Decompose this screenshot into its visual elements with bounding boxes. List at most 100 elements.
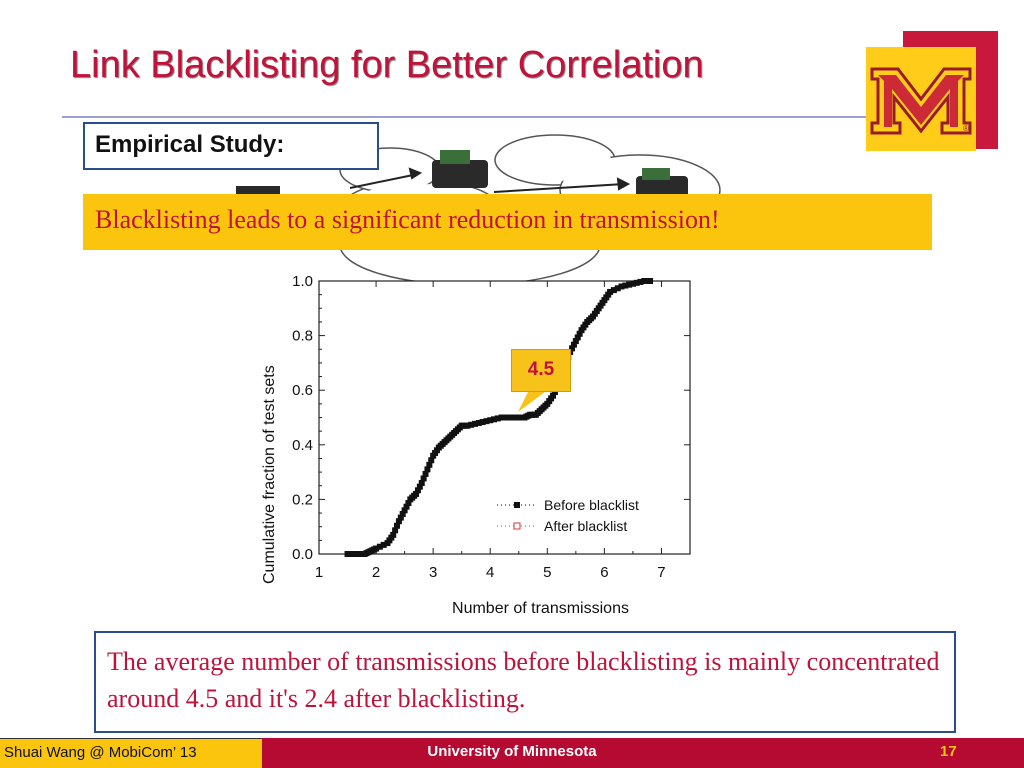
data-point-before (529, 411, 536, 418)
data-point-before (540, 404, 547, 411)
data-point-before (538, 406, 545, 413)
data-point-before (358, 551, 365, 557)
section-label-box: Empirical Study: (83, 122, 379, 170)
data-point-before (530, 411, 537, 418)
data-point-before (502, 414, 509, 421)
x-tick-label: 3 (429, 564, 437, 581)
data-point-before (542, 402, 549, 409)
value-callout: 4.5 (511, 349, 571, 392)
x-tick-label: 2 (372, 564, 380, 581)
conclusion-box: The average number of transmissions befo… (94, 631, 956, 733)
data-point-before (439, 440, 446, 447)
data-point-before (588, 315, 595, 322)
data-point-before (437, 442, 444, 449)
data-point-before (367, 548, 374, 555)
data-point-before (403, 503, 410, 510)
data-point-before (595, 305, 602, 312)
data-point-before (597, 302, 604, 309)
data-point-before (409, 494, 416, 501)
data-point-before (347, 551, 354, 557)
series-line-before (347, 280, 651, 555)
data-point-before (394, 522, 401, 529)
data-point-before (498, 414, 505, 421)
chart-x-axis-title: Number of transmissions (452, 600, 629, 617)
footer-author-box: Shuai Wang @ MobiCom’ 13 (0, 738, 262, 768)
data-point-before (399, 510, 406, 517)
highlight-banner: Blacklisting leads to a significant redu… (83, 194, 932, 250)
data-point-before (428, 457, 435, 464)
data-point-before (534, 409, 541, 416)
data-point-before (586, 317, 593, 324)
data-point-before (523, 413, 530, 420)
data-point-before (430, 452, 437, 459)
legend-marker-after (513, 522, 521, 530)
m-logo-inner (878, 75, 964, 127)
data-point-before (510, 414, 517, 421)
data-point-before (363, 550, 370, 557)
data-point-before (420, 475, 427, 482)
data-point-before (589, 313, 596, 320)
data-point-before (395, 518, 402, 525)
slide-title: Link Blacklisting for Better Correlation (70, 44, 704, 86)
section-label: Empirical Study: (95, 131, 284, 159)
data-point-before (426, 461, 433, 468)
data-point-before (487, 417, 494, 424)
data-point-before (422, 470, 429, 477)
data-point-before (386, 537, 393, 544)
data-point-before (513, 414, 520, 421)
data-point-before (401, 507, 408, 514)
y-tick-label: 0.4 (292, 437, 313, 454)
data-point-before (416, 483, 423, 490)
data-point-before (521, 414, 528, 421)
data-point-before (584, 318, 591, 325)
data-point-before (344, 551, 351, 557)
data-point-before (413, 490, 420, 497)
x-tick-label: 5 (543, 564, 551, 581)
section-label-colon: : (276, 131, 285, 158)
chart-plot-area (318, 280, 691, 555)
data-point-before (435, 444, 442, 451)
data-point-before (572, 338, 579, 345)
data-point-before (574, 334, 581, 341)
data-point-before (599, 299, 606, 306)
data-point-before (388, 534, 395, 541)
data-point-before (397, 514, 404, 521)
data-point-before (447, 433, 454, 440)
data-point-before (371, 546, 378, 553)
data-point-before (350, 551, 357, 557)
data-point-before (449, 431, 456, 438)
page-number: 17 (940, 743, 957, 760)
title-divider (62, 116, 900, 118)
footer-university: University of Minnesota (427, 743, 597, 760)
y-tick-label: 0.8 (292, 328, 313, 345)
legend-label-after: After blacklist (544, 518, 627, 534)
data-point-before (546, 398, 553, 405)
data-point-before (468, 421, 475, 428)
data-point-before (580, 324, 587, 331)
data-point-before (373, 545, 380, 552)
data-point-before (472, 420, 479, 427)
data-point-before (392, 527, 399, 534)
data-point-before (576, 330, 583, 337)
data-point-before (376, 543, 383, 550)
data-point-before (369, 547, 376, 554)
data-point-before (433, 447, 440, 454)
data-point-before (532, 411, 539, 418)
data-point-before (536, 408, 543, 415)
data-point-before (550, 392, 557, 399)
data-point-before (506, 414, 513, 421)
chart-y-axis-title: Cumulative fraction of test sets (261, 365, 278, 584)
data-point-before (445, 435, 452, 442)
x-tick-label: 1 (315, 564, 323, 581)
m-logo-icon: ® (870, 67, 972, 135)
arrow-icon (349, 167, 631, 193)
y-tick-label: 0.2 (292, 491, 313, 508)
slide-footer: Shuai Wang @ MobiCom’ 13 University of M… (0, 738, 1024, 768)
data-point-before (464, 422, 471, 429)
y-tick-label: 0.6 (292, 382, 313, 399)
data-point-before (578, 327, 585, 334)
logo-registered-mark: ® (963, 124, 969, 133)
data-point-before (424, 466, 431, 473)
data-point-before (593, 308, 600, 315)
data-point-before (544, 400, 551, 407)
